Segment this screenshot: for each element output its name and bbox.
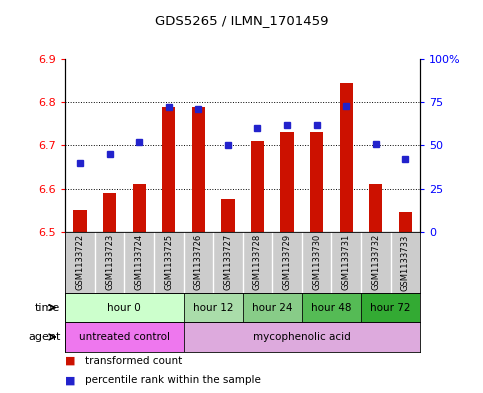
Text: time: time [35, 303, 60, 312]
Text: GSM1133723: GSM1133723 [105, 234, 114, 290]
Text: untreated control: untreated control [79, 332, 170, 342]
Text: GSM1133727: GSM1133727 [224, 234, 232, 290]
Bar [340, 83, 353, 232]
Bar [184, 293, 242, 322]
Bar [369, 184, 383, 232]
Bar [73, 210, 86, 232]
Text: GSM1133729: GSM1133729 [283, 234, 292, 290]
Text: GSM1133728: GSM1133728 [253, 234, 262, 290]
Bar [281, 132, 294, 232]
Text: transformed count: transformed count [85, 356, 182, 365]
Text: agent: agent [28, 332, 60, 342]
Bar [65, 293, 184, 322]
Text: GSM1133732: GSM1133732 [371, 234, 380, 290]
Bar [302, 293, 361, 322]
Bar [184, 322, 420, 352]
Text: GSM1133725: GSM1133725 [164, 234, 173, 290]
Text: GSM1133733: GSM1133733 [401, 234, 410, 290]
Text: GSM1133722: GSM1133722 [75, 234, 85, 290]
Text: ■: ■ [65, 356, 76, 365]
Text: GDS5265 / ILMN_1701459: GDS5265 / ILMN_1701459 [155, 14, 328, 27]
Text: GSM1133726: GSM1133726 [194, 234, 203, 290]
Bar [361, 293, 420, 322]
Bar [242, 293, 302, 322]
Bar [399, 213, 412, 232]
Text: GSM1133731: GSM1133731 [342, 234, 351, 290]
Bar [103, 193, 116, 232]
Text: ■: ■ [65, 375, 76, 385]
Bar [192, 107, 205, 232]
Text: GSM1133724: GSM1133724 [135, 234, 143, 290]
Text: hour 48: hour 48 [311, 303, 352, 312]
Text: hour 24: hour 24 [252, 303, 293, 312]
Bar [310, 132, 323, 232]
Text: percentile rank within the sample: percentile rank within the sample [85, 375, 260, 385]
Text: hour 72: hour 72 [370, 303, 411, 312]
Bar [132, 184, 146, 232]
Text: hour 12: hour 12 [193, 303, 233, 312]
Bar [221, 200, 235, 232]
Bar [65, 322, 184, 352]
Text: mycophenolic acid: mycophenolic acid [253, 332, 351, 342]
Bar [251, 141, 264, 232]
Bar [162, 107, 175, 232]
Text: hour 0: hour 0 [108, 303, 141, 312]
Text: GSM1133730: GSM1133730 [312, 234, 321, 290]
